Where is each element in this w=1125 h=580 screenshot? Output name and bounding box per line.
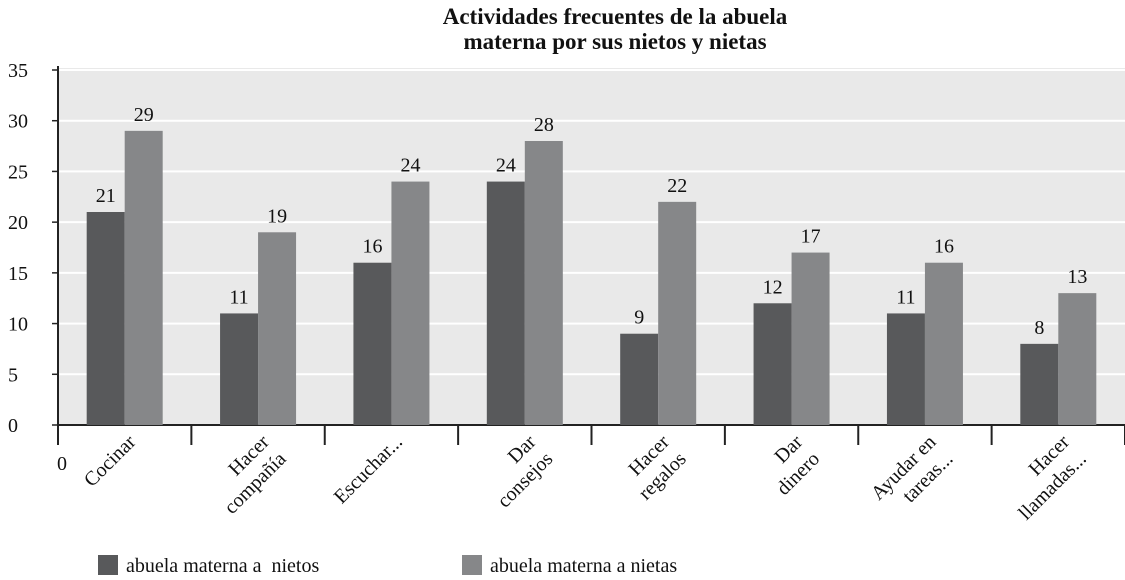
- value-label: 12: [763, 276, 783, 298]
- bar: [1020, 343, 1059, 425]
- y-tick-label: 10: [8, 314, 28, 336]
- bar: [886, 313, 925, 425]
- x-tick-label: Hacercompañía: [203, 431, 291, 519]
- bar: [391, 181, 430, 425]
- bar: [1058, 293, 1097, 425]
- y-tick-label: 25: [8, 161, 28, 183]
- x-tick-label: Ayudar entareas...: [867, 431, 958, 522]
- value-label: 29: [134, 104, 154, 126]
- x-tick-label: Cocinar: [80, 431, 141, 492]
- value-label: 13: [1067, 266, 1087, 288]
- y-tick-label: 0: [8, 415, 18, 437]
- y-tick-label: 15: [8, 263, 28, 285]
- bar: [924, 262, 963, 425]
- x-tick-label: Hacerregalos: [617, 431, 691, 505]
- value-label: 21: [96, 185, 116, 207]
- chart-title: Actividades frecuentes de la abuela mater…: [443, 4, 788, 54]
- y-tick-label: 30: [8, 111, 28, 133]
- value-label: 16: [934, 236, 954, 258]
- bar: [124, 130, 163, 425]
- bar: [486, 181, 525, 425]
- value-label: 17: [801, 226, 821, 248]
- value-label: 24: [496, 155, 516, 177]
- y-tick-label: 5: [8, 364, 18, 386]
- bar: [353, 262, 392, 425]
- value-label: 28: [534, 114, 554, 136]
- value-label: 11: [896, 286, 915, 308]
- legend-label: abuela materna a nietas: [490, 555, 677, 577]
- x-origin-label: 0: [57, 453, 67, 475]
- bar: [791, 252, 830, 425]
- legend-label: abuela materna a nietos: [126, 555, 319, 577]
- bar: [620, 333, 659, 425]
- bar: [258, 232, 297, 425]
- x-tick-label: Hacerllamadas...: [997, 431, 1091, 525]
- bar: [86, 212, 125, 425]
- value-label: 9: [634, 307, 644, 329]
- legend-swatch: [462, 555, 482, 575]
- value-label: 22: [667, 175, 687, 197]
- value-label: 8: [1034, 317, 1044, 339]
- legend-swatch: [98, 555, 118, 575]
- bar: [753, 303, 792, 425]
- x-tick-label: Escuchar...: [330, 431, 407, 508]
- value-label: 16: [362, 236, 382, 258]
- value-label: 19: [267, 205, 287, 227]
- value-label: 11: [229, 286, 248, 308]
- bar: [524, 141, 563, 425]
- bar: [658, 201, 697, 425]
- y-tick-label: 35: [8, 60, 28, 82]
- value-label: 24: [400, 155, 420, 177]
- bar: [220, 313, 259, 425]
- x-tick-label: Dardinero: [755, 431, 824, 500]
- x-tick-label: Darconsejos: [476, 431, 557, 512]
- y-tick-label: 20: [8, 212, 28, 234]
